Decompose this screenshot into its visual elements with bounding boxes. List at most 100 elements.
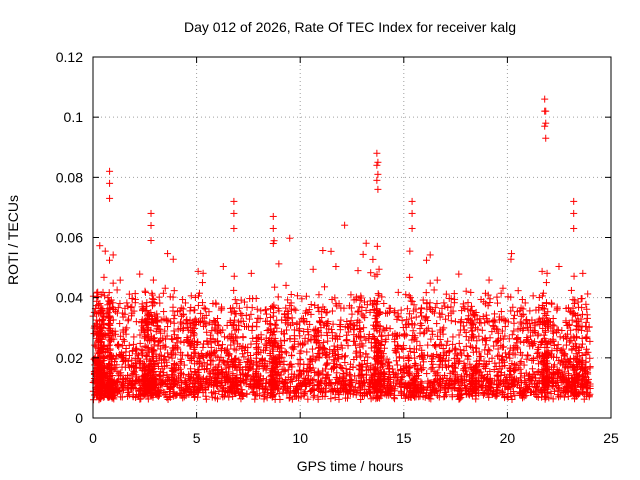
data-point: [408, 209, 416, 217]
data-point: [542, 134, 550, 142]
y-tick-labels: 0 0.02 0.04 0.06 0.08 0.1 0.12: [56, 49, 83, 426]
data-point: [582, 300, 590, 308]
data-point: [373, 176, 381, 184]
data-point: [191, 368, 199, 376]
data-point: [433, 299, 441, 307]
data-point: [113, 377, 121, 385]
data-point: [171, 331, 179, 339]
data-point: [160, 308, 168, 316]
data-point: [171, 342, 179, 350]
data-point: [422, 289, 430, 297]
data-point: [332, 263, 340, 271]
data-point: [148, 352, 156, 360]
data-point: [166, 393, 174, 401]
data-point: [113, 286, 121, 294]
data-point: [112, 355, 120, 363]
data-point: [570, 272, 578, 280]
data-point: [427, 335, 435, 343]
data-point: [253, 344, 261, 352]
data-point: [374, 185, 382, 193]
data-point: [441, 392, 449, 400]
data-point: [177, 337, 185, 345]
data-point: [538, 267, 546, 275]
data-point: [485, 276, 493, 284]
data-point: [395, 354, 403, 362]
data-point: [196, 381, 204, 389]
data-point: [321, 283, 329, 291]
data-point: [143, 343, 151, 351]
data-point: [433, 276, 441, 284]
data-point: [127, 304, 135, 312]
data-point: [155, 356, 163, 364]
data-point: [161, 343, 169, 351]
data-point: [397, 306, 405, 314]
data-point: [237, 296, 245, 304]
data-point: [107, 351, 115, 359]
data-point: [153, 318, 161, 326]
data-point: [170, 366, 178, 374]
data-point: [150, 341, 158, 349]
data-point: [186, 388, 194, 396]
data-point: [98, 323, 106, 331]
data-point: [181, 299, 189, 307]
data-point: [164, 250, 172, 258]
data-point: [482, 311, 490, 319]
data-point: [510, 327, 518, 335]
data-point: [170, 319, 178, 327]
data-point: [341, 352, 349, 360]
x-tick-label: 20: [500, 430, 516, 446]
data-point: [191, 324, 199, 332]
data-point: [139, 359, 147, 367]
data-point: [94, 301, 102, 309]
data-point: [139, 347, 147, 355]
data-point: [171, 311, 179, 319]
data-point: [230, 286, 238, 294]
data-point: [190, 353, 198, 361]
data-point: [106, 300, 114, 308]
data-point: [128, 295, 136, 303]
data-point: [118, 354, 126, 362]
data-point: [99, 305, 107, 313]
data-point: [191, 306, 199, 314]
y-tick-label: 0.12: [56, 49, 83, 65]
data-point: [547, 299, 555, 307]
data-point: [223, 345, 231, 353]
data-point: [254, 361, 262, 369]
data-point: [113, 367, 121, 375]
data-point: [583, 311, 591, 319]
data-point: [125, 352, 133, 360]
data-point: [147, 318, 155, 326]
data-point: [117, 371, 125, 379]
data-point: [230, 224, 238, 232]
data-point: [444, 304, 452, 312]
data-point: [570, 209, 578, 217]
data-point: [218, 341, 226, 349]
data-point: [130, 333, 138, 341]
data-point: [135, 351, 143, 359]
data-point: [123, 299, 131, 307]
data-point: [163, 332, 171, 340]
data-point: [530, 356, 538, 364]
data-point: [288, 314, 296, 322]
data-point: [121, 310, 129, 318]
data-point: [171, 360, 179, 368]
data-point: [168, 354, 176, 362]
data-point: [170, 287, 178, 295]
data-point: [150, 347, 158, 355]
data-point: [130, 383, 138, 391]
data-point: [248, 304, 256, 312]
data-point: [116, 320, 124, 328]
data-point: [104, 329, 112, 337]
y-axis-label: ROTI / TECUs: [5, 195, 21, 285]
data-point: [148, 366, 156, 374]
data-point: [253, 318, 261, 326]
data-point: [523, 316, 531, 324]
data-point: [106, 179, 114, 187]
x-tick-label: 0: [89, 430, 97, 446]
data-point: [139, 372, 147, 380]
data-point: [203, 360, 211, 368]
data-point: [136, 387, 144, 395]
data-point: [169, 382, 177, 390]
data-point: [341, 221, 349, 229]
data-point: [98, 316, 106, 324]
